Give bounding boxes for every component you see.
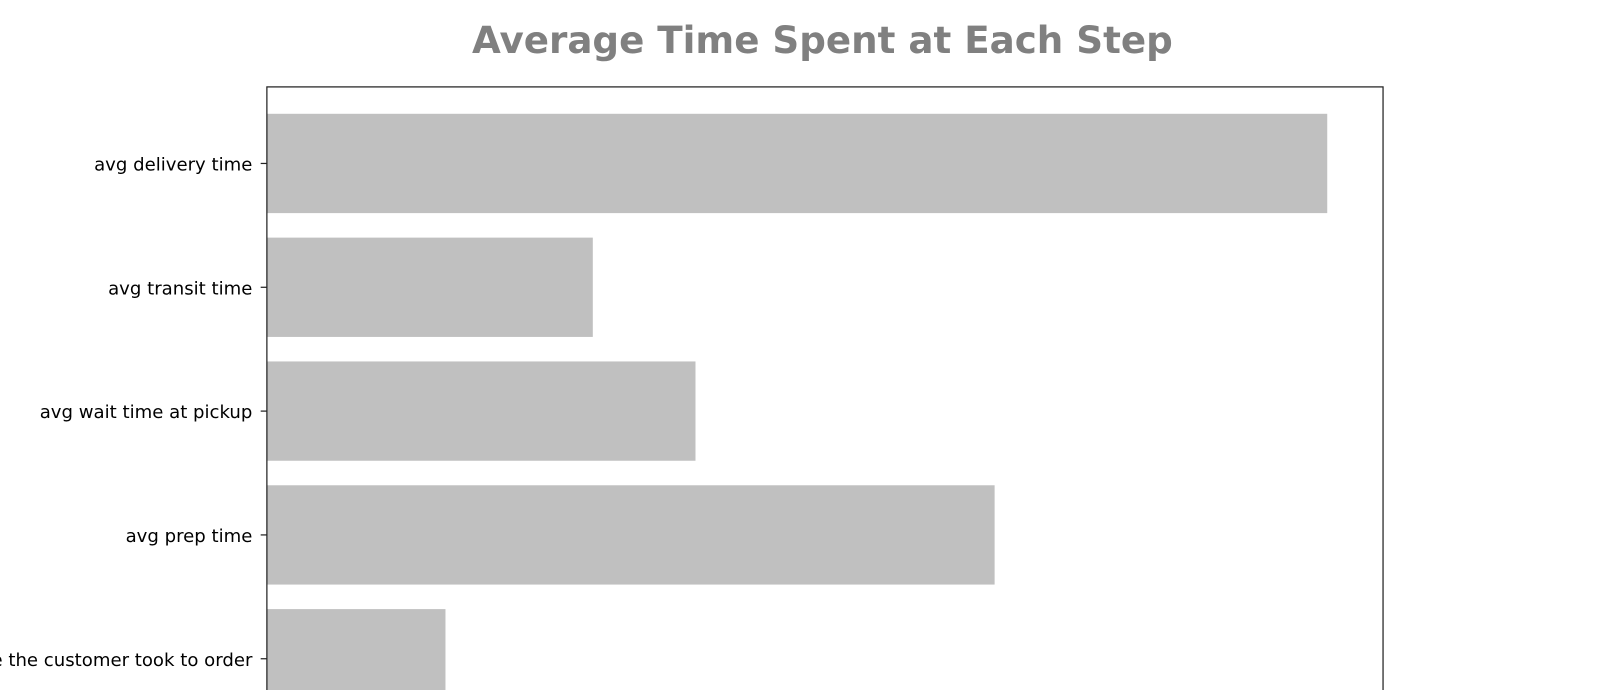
y-tick-label: avg transit time xyxy=(108,278,252,299)
chart-title: Average Time Spent at Each Step xyxy=(472,18,1173,62)
y-tick-label: avg wait time at pickup xyxy=(40,402,253,423)
bar xyxy=(266,237,593,337)
plot-area: avg delivery time avg transit time avg wai… xyxy=(0,113,1328,690)
y-tick-label: avg time the customer took to order xyxy=(0,650,253,671)
y-tick-label: avg prep time xyxy=(126,526,253,547)
bar xyxy=(266,485,995,585)
bar xyxy=(266,113,1328,214)
axes-frame xyxy=(266,86,1384,690)
bar xyxy=(266,361,696,461)
bar xyxy=(266,609,446,690)
y-tick-label: avg delivery time xyxy=(94,155,252,176)
